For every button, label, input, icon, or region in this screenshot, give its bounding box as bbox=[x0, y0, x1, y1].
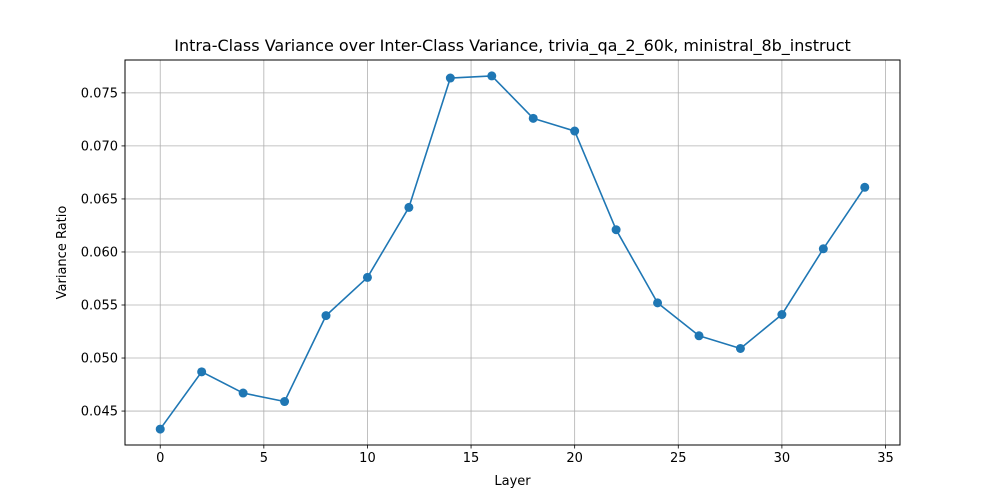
x-tick-label: 15 bbox=[463, 451, 480, 466]
data-point-layer-34 bbox=[860, 182, 870, 192]
x-tick-label: 5 bbox=[260, 451, 268, 466]
y-tick-label: 0.075 bbox=[81, 86, 118, 101]
data-point-layer-32 bbox=[818, 244, 828, 254]
x-axis-label: Layer bbox=[494, 474, 531, 489]
y-tick-label: 0.070 bbox=[81, 139, 118, 154]
x-tick-label: 30 bbox=[774, 451, 791, 466]
data-point-layer-24 bbox=[653, 298, 663, 308]
x-tick-label: 0 bbox=[156, 451, 164, 466]
data-point-layer-28 bbox=[735, 343, 745, 353]
chart-title: Intra-Class Variance over Inter-Class Va… bbox=[174, 36, 851, 56]
gridlines bbox=[125, 60, 900, 445]
y-tick-label: 0.055 bbox=[81, 299, 118, 314]
series-group bbox=[155, 71, 870, 434]
data-point-layer-14 bbox=[445, 73, 455, 83]
x-axis: 0 5 10 15 20 25 30 35 bbox=[156, 445, 894, 466]
data-point-layer-26 bbox=[694, 331, 704, 341]
data-point-layer-20 bbox=[570, 126, 580, 136]
data-point-layer-12 bbox=[404, 202, 414, 212]
data-point-layer-18 bbox=[528, 113, 538, 123]
y-tick-label: 0.050 bbox=[81, 352, 118, 367]
data-point-layer-0 bbox=[155, 424, 165, 434]
x-tick-label: 25 bbox=[670, 451, 687, 466]
data-point-layer-4 bbox=[238, 388, 248, 398]
y-axis-label: Variance Ratio bbox=[55, 206, 70, 300]
y-tick-label: 0.060 bbox=[81, 245, 118, 260]
data-point-layer-22 bbox=[611, 225, 621, 235]
data-point-layer-10 bbox=[362, 272, 372, 282]
data-point-layer-6 bbox=[280, 397, 290, 407]
x-tick-label: 10 bbox=[359, 451, 376, 466]
data-point-layer-30 bbox=[777, 310, 787, 320]
y-axis: 0.045 0.050 0.055 0.060 0.065 0.070 0.075 bbox=[81, 86, 125, 420]
plot-area-frame bbox=[124, 59, 901, 446]
data-point-layer-8 bbox=[321, 311, 331, 321]
x-tick-label: 35 bbox=[877, 451, 894, 466]
data-point-layer-2 bbox=[197, 367, 207, 377]
series-line bbox=[159, 75, 866, 430]
y-tick-label: 0.065 bbox=[81, 192, 118, 207]
data-point-layer-16 bbox=[487, 71, 497, 81]
y-tick-label: 0.045 bbox=[81, 405, 118, 420]
x-tick-label: 20 bbox=[566, 451, 583, 466]
